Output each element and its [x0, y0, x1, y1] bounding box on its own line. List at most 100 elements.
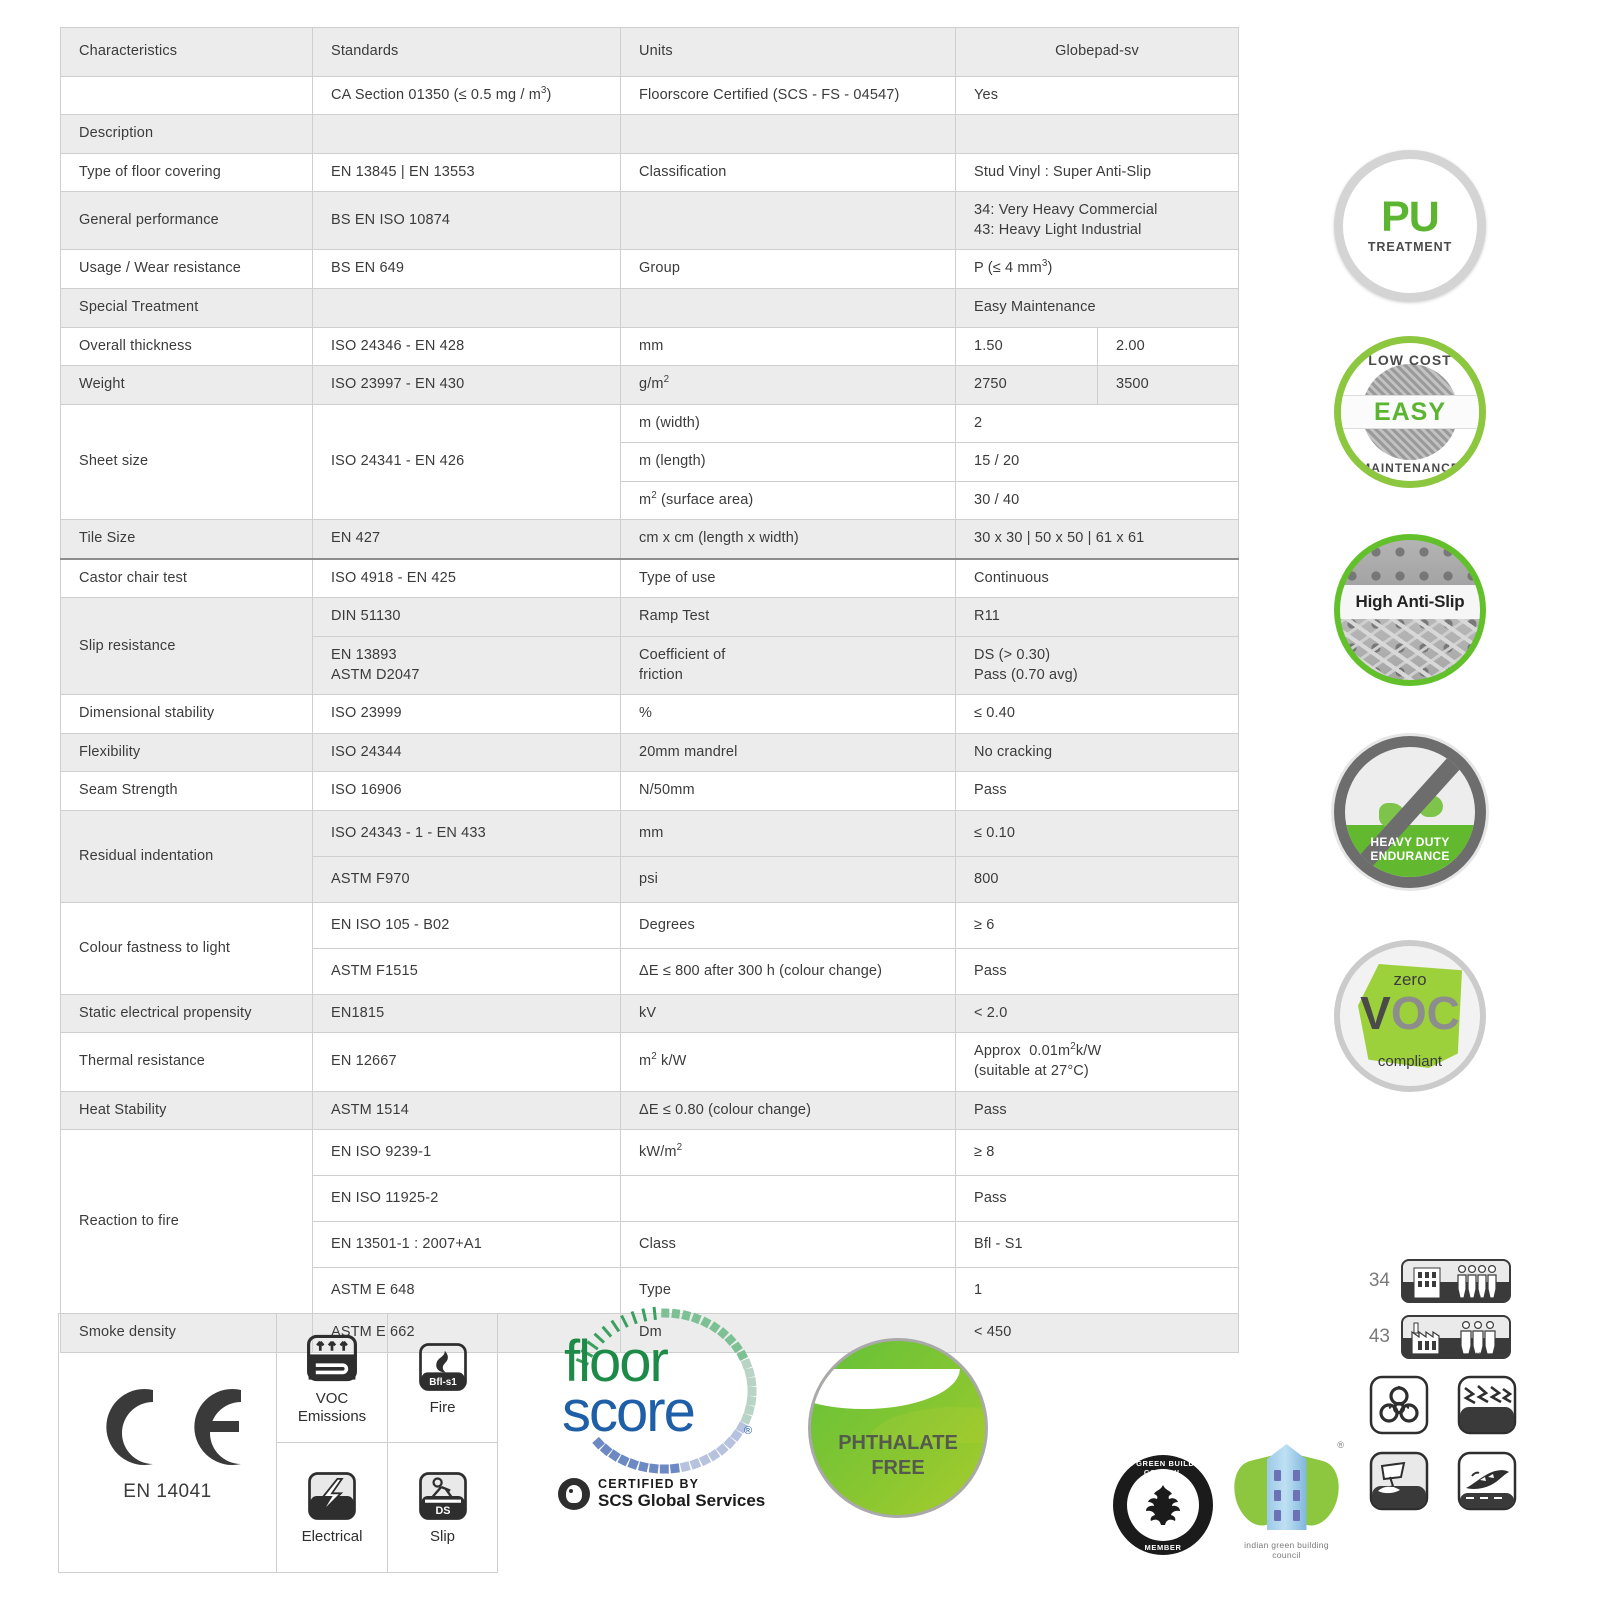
cell-characteristic: Static electrical propensity — [60, 993, 313, 1034]
table-row: Overall thickness ISO 24346 - EN 428 mm … — [60, 326, 1239, 367]
cell-value: DS (> 0.30) Pass (0.70 avg) — [955, 635, 1239, 696]
ce-standard-label: EN 14041 — [123, 1481, 212, 1502]
high-anti-slip-badge: High Anti-Slip — [1318, 534, 1504, 686]
cell-unit: N/50mm — [620, 771, 956, 811]
table-row: Weight ISO 23997 - EN 430 g/m2 2750 3500 — [60, 365, 1239, 405]
svg-text:Bfl-s1: Bfl-s1 — [429, 1377, 457, 1388]
table-row: CA Section 01350 (≤ 0.5 mg / m3) Floorsc… — [60, 75, 1239, 116]
table-row: Heat Stability ASTM 1514 ΔE ≤ 0.80 (colo… — [60, 1090, 1239, 1131]
cell-standard: ASTM 1514 — [312, 1090, 621, 1131]
cell-standard: ISO 4918 - EN 425 — [312, 557, 621, 599]
cell-unit: Degrees — [620, 901, 956, 949]
cell-standard: EN ISO 105 - B02 — [312, 901, 621, 949]
pu-badge-circle: PU TREATMENT — [1334, 150, 1486, 302]
cell-value: Bfl - S1 — [955, 1221, 1239, 1269]
table-row: Tile Size EN 427 cm x cm (length x width… — [60, 519, 1239, 560]
ce-icon-cell-voc: VOC Emissions — [277, 1314, 387, 1443]
cell-characteristic: Weight — [60, 365, 313, 405]
heavy-duty-label: HEAVY DUTY ENDURANCE — [1370, 834, 1450, 863]
cell-value — [955, 114, 1239, 154]
cell-value: 30 / 40 — [955, 480, 1239, 521]
cell-value-2: 3500 — [1097, 365, 1239, 405]
pu-sublabel: TREATMENT — [1367, 240, 1453, 255]
table-row: Flexibility ISO 24344 20mm mandrel No cr… — [60, 732, 1239, 773]
cell-value: ≤ 0.10 — [955, 809, 1239, 857]
phthalate-free-label: PHTHALATE FREE — [838, 1432, 958, 1479]
cell-unit: mm — [620, 326, 956, 367]
cell-value: < 2.0 — [955, 993, 1239, 1034]
usgbc-bottom-label: MEMBER — [1144, 1542, 1182, 1552]
use-class-row: 43 43 — [1360, 1314, 1590, 1360]
biohazard-resistance-icon — [1369, 1375, 1429, 1435]
cell-value: 1 — [955, 1267, 1239, 1315]
table-row: Slip resistance DIN 51130 Ramp Test R11 — [60, 597, 1239, 696]
cell-standard — [312, 114, 621, 154]
header-standards: Standards — [312, 27, 621, 77]
table-row: Dimensional stability ISO 23999 % ≤ 0.40 — [60, 694, 1239, 734]
floorscore-word-floor: floor — [564, 1329, 669, 1394]
cell-characteristic: Flexibility — [60, 732, 313, 773]
cell-value: 15 / 20 — [955, 442, 1239, 482]
cell-unit: Classification — [620, 152, 956, 193]
header-units: Units — [620, 27, 956, 77]
cell-characteristic: General performance — [60, 191, 313, 251]
cell-value: < 450 — [955, 1313, 1239, 1353]
table-row: Sheet size ISO 24341 - EN 426 m (width) … — [60, 403, 1239, 521]
table-row: EN 13893 ASTM D2047 Coefficient of frict… — [61, 635, 1239, 696]
table-row: Usage / Wear resistance BS EN 649 Group … — [60, 249, 1239, 289]
cell-unit: 20mm mandrel — [620, 732, 956, 773]
zero-voc-compliant-badge: zero VOC compliant — [1318, 940, 1504, 1092]
heavy-light-industrial-pictogram: 43 — [1401, 1315, 1511, 1359]
cell-unit: kW/m2 — [620, 1129, 956, 1177]
cell-value: 2 — [955, 403, 1239, 444]
cell-value: ≤ 0.40 — [955, 694, 1239, 734]
ce-marking-block: EN 14041 VOC Emissions Bfl-s1 Fire — [58, 1313, 498, 1573]
anti-slip-badge-circle: High Anti-Slip — [1334, 534, 1486, 686]
cell-characteristic: Special Treatment — [60, 287, 313, 328]
pu-label: PU — [1381, 192, 1440, 241]
table-row: m2 (surface area) 30 / 40 — [61, 480, 1239, 521]
table-row: Colour fastness to light EN ISO 105 - B0… — [60, 901, 1239, 995]
certified-by-label: CERTIFIED BY — [598, 1477, 700, 1491]
voc-main-label: VOC — [1360, 987, 1460, 1039]
cell-characteristic — [60, 75, 313, 116]
easy-badge-circle: LOW COST EASY MAINTENANCE — [1334, 336, 1486, 488]
table-row: m (length) 15 / 20 — [61, 442, 1239, 482]
cell-standard: ISO 24343 - 1 - EN 433 — [312, 809, 621, 857]
table-row: Seam Strength ISO 16906 N/50mm Pass — [60, 771, 1239, 811]
cell-value: Pass — [955, 771, 1239, 811]
certifier-name: SCS Global Services — [598, 1491, 766, 1510]
table-row: Castor chair test ISO 4918 - EN 425 Type… — [60, 557, 1239, 599]
cell-unit: m (length) — [620, 442, 956, 482]
use-class-number: 34 — [1368, 1270, 1390, 1291]
electrical-icon — [308, 1472, 356, 1521]
cell-standard: EN1815 — [312, 993, 621, 1034]
voc-top-label: zero — [1393, 970, 1427, 989]
table-row: ASTM F970 psi 800 — [61, 855, 1239, 903]
heavy-duty-endurance-badge: HEAVY DUTY ENDURANCE — [1318, 736, 1504, 888]
cell-unit: Group — [620, 249, 956, 289]
table-row: ASTM E 648 Type 1 — [61, 1267, 1239, 1315]
easy-arc-top: LOW COST — [1368, 352, 1452, 368]
cell-standard: EN 13893 ASTM D2047 — [312, 635, 621, 696]
voc-bottom-label: compliant — [1377, 1053, 1443, 1070]
cell-standard: EN 13501-1 : 2007+A1 — [312, 1221, 621, 1269]
heavy-duty-badge-circle: HEAVY DUTY ENDURANCE — [1334, 736, 1486, 888]
cell-standard: EN ISO 9239-1 — [312, 1129, 621, 1177]
cell-standard: ASTM F1515 — [312, 947, 621, 995]
property-pictogram-grid — [1368, 1374, 1590, 1512]
voc-emissions-icon — [307, 1335, 357, 1382]
cell-characteristic: Type of floor covering — [60, 152, 313, 193]
cell-value: 34: Very Heavy Commercial 43: Heavy Ligh… — [955, 191, 1239, 251]
table-row: ASTM F1515 ΔE ≤ 800 after 300 h (colour … — [61, 947, 1239, 995]
cell-unit: Type of use — [620, 557, 956, 599]
anti-slip-band: High Anti-Slip — [1340, 584, 1480, 619]
use-class-number: 43 — [1368, 1326, 1390, 1347]
cell-value: 800 — [955, 855, 1239, 903]
marine-use-icon — [1457, 1451, 1517, 1511]
feature-badges-column: PU TREATMENT LOW COST EASY MAINTENANCE H… — [1318, 150, 1504, 1126]
cell-standard: ISO 24346 - EN 428 — [312, 326, 621, 367]
anti-slip-label: High Anti-Slip — [1355, 591, 1465, 611]
cell-standard: EN 13845 | EN 13553 — [312, 152, 621, 193]
pu-treatment-badge: PU TREATMENT — [1318, 150, 1504, 302]
